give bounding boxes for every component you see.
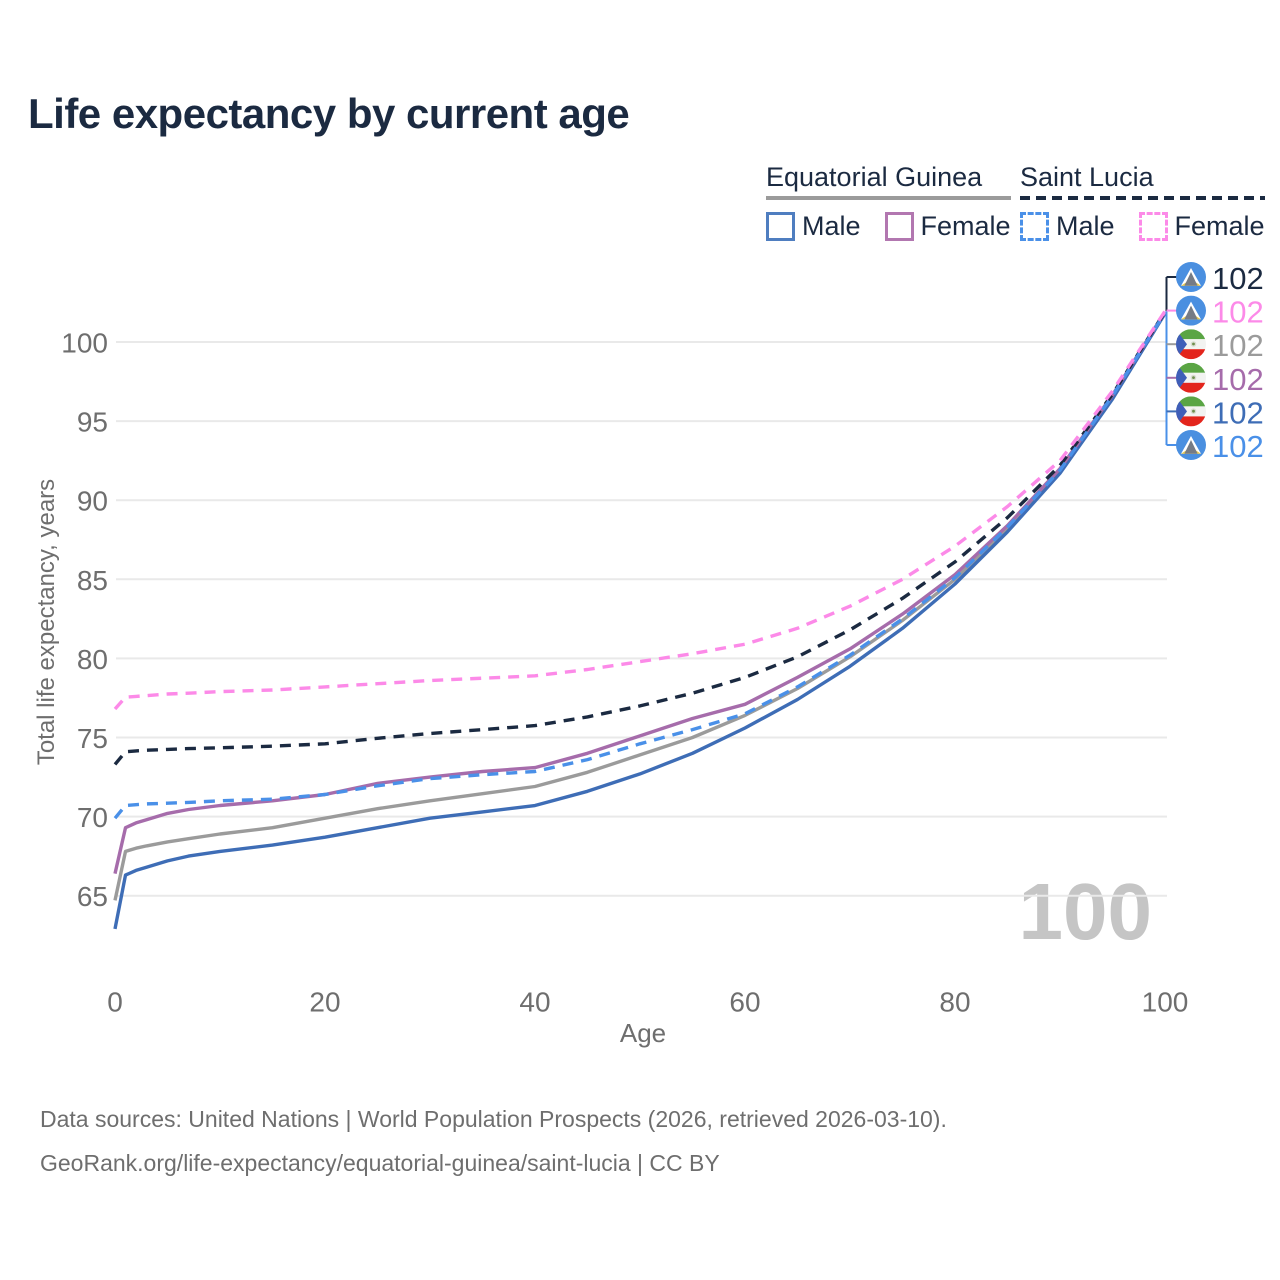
footer-data-sources: Data sources: United Nations | World Pop… <box>40 1106 947 1132</box>
x-tick-60: 60 <box>729 987 760 1018</box>
y-tick-85: 85 <box>77 565 108 596</box>
y-tick-70: 70 <box>77 802 108 833</box>
saint-lucia-flag-icon <box>1176 262 1206 292</box>
legend-item-eq-female[interactable]: Female <box>884 211 1011 242</box>
age-counter-watermark: 100 <box>1018 867 1152 956</box>
saint-lucia-flag-icon <box>1176 296 1206 326</box>
legend-country-linestyle-solid <box>766 196 1011 200</box>
x-tick-20: 20 <box>309 987 340 1018</box>
end-value-saint-lucia-male: 102 <box>1212 429 1264 464</box>
y-tick-100: 100 <box>61 328 108 359</box>
footer: Data sources: United Nations | World Pop… <box>40 1106 947 1194</box>
x-tick-40: 40 <box>519 987 550 1018</box>
end-value-saint-lucia: 102 <box>1212 261 1264 296</box>
equatorial-guinea-flag-icon <box>1176 363 1206 393</box>
end-value-equatorial-guinea-male: 102 <box>1212 395 1264 430</box>
equatorial-guinea-flag-icon <box>1176 396 1206 426</box>
equatorial-guinea-flag-icon <box>1176 329 1206 359</box>
legend-country-label[interactable]: Equatorial Guinea <box>766 162 983 192</box>
legend-country-label[interactable]: Saint Lucia <box>1020 162 1154 192</box>
legend-swatch-sl-male <box>1020 212 1049 241</box>
x-axis-tick-labels: 0 20 40 60 80 100 <box>107 987 1188 1018</box>
x-tick-80: 80 <box>939 987 970 1018</box>
end-label-connectors <box>1165 276 1177 446</box>
end-value-equatorial-guinea: 102 <box>1212 328 1264 363</box>
series-line-equatorial-guinea-male <box>113 312 1167 930</box>
y-axis-tick-labels: 65 70 75 80 85 90 95 100 <box>61 328 108 913</box>
legend-item-sl-male[interactable]: Male <box>1020 211 1115 242</box>
x-tick-0: 0 <box>107 987 123 1018</box>
saint-lucia-flag-icon <box>1176 430 1206 460</box>
series-line-equatorial-guinea-female <box>113 310 1167 874</box>
gridlines <box>116 341 1167 897</box>
x-axis-title: Age <box>620 1018 666 1048</box>
legend-swatch-eq-female <box>884 212 914 241</box>
legend-swatch-sl-female <box>1138 212 1168 241</box>
legend-label-eq-female: Female <box>920 211 1011 241</box>
y-tick-80: 80 <box>77 644 108 675</box>
y-tick-95: 95 <box>77 407 108 438</box>
legend-group-saint-lucia: Saint Lucia Male Female <box>1020 162 1265 242</box>
legend-label-sl-male: Male <box>1056 211 1115 241</box>
legend-item-eq-male[interactable]: Male <box>766 211 861 242</box>
legend-swatch-eq-male <box>766 212 795 241</box>
y-tick-75: 75 <box>77 723 108 754</box>
footer-attribution: GeoRank.org/life-expectancy/equatorial-g… <box>40 1150 720 1176</box>
page-title: Life expectancy by current age <box>28 90 630 137</box>
legend-country-linestyle-dashed <box>1020 196 1265 200</box>
end-value-equatorial-guinea-female: 102 <box>1212 362 1264 397</box>
series-lines <box>113 310 1167 930</box>
legend-label-sl-female: Female <box>1174 211 1265 241</box>
series-line-equatorial-guinea <box>113 311 1167 901</box>
x-tick-100: 100 <box>1142 987 1189 1018</box>
series-line-saint-lucia <box>113 310 1167 766</box>
y-tick-65: 65 <box>77 881 108 912</box>
y-tick-90: 90 <box>77 486 108 517</box>
legend-item-sl-female[interactable]: Female <box>1138 211 1265 242</box>
x-axis-title-text: Age <box>620 1018 666 1048</box>
series-line-saint-lucia-male <box>113 311 1167 820</box>
end-value-saint-lucia-female: 102 <box>1212 295 1264 330</box>
legend-label-eq-male: Male <box>802 211 861 241</box>
legend-group-equatorial-guinea: Equatorial Guinea Male Female <box>766 162 1011 242</box>
series-line-saint-lucia-female <box>113 310 1167 711</box>
y-axis-title: Total life expectancy, years <box>33 478 60 766</box>
